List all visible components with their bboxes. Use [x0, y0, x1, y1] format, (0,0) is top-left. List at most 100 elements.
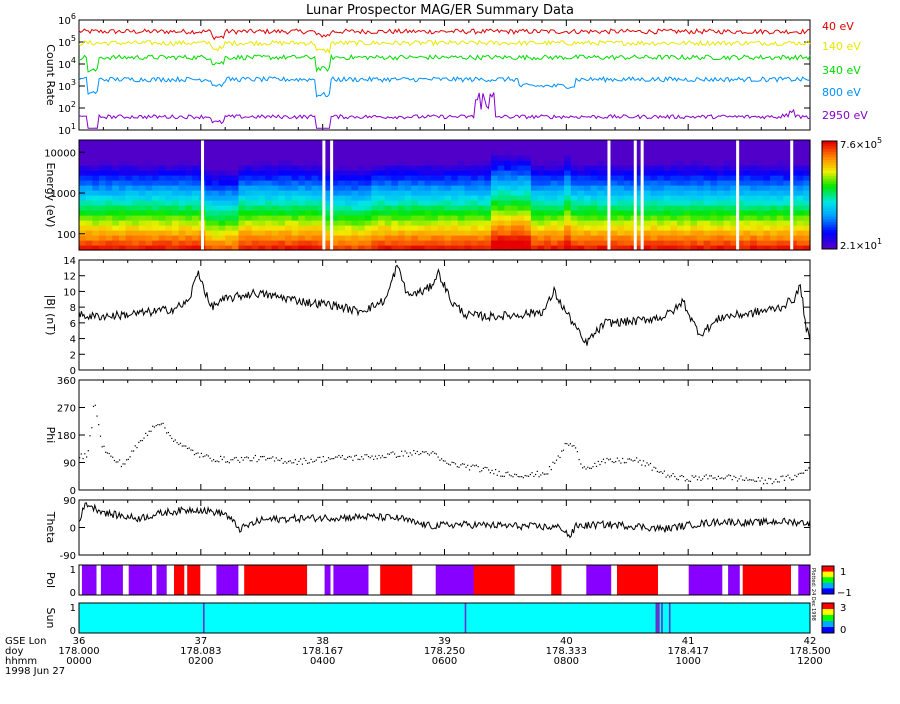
spectrogram-cell — [271, 185, 279, 191]
spectrogram-cell — [790, 180, 798, 186]
spectrogram-cell — [683, 140, 691, 146]
spectrogram-cell — [298, 185, 306, 191]
spectrogram-cell — [378, 220, 386, 226]
spectrogram-cell — [677, 245, 685, 251]
spectrogram-cell — [610, 175, 618, 181]
spectrogram-cell — [105, 200, 113, 206]
footer-value: 178.250 — [424, 646, 465, 657]
spectrogram-cell — [537, 155, 545, 161]
spectrogram-cell — [550, 145, 559, 151]
spectrogram-cell — [391, 145, 399, 151]
data-point — [120, 465, 122, 468]
spectrogram-cell — [165, 205, 173, 211]
spectrogram-cell — [205, 210, 213, 216]
spectrogram-cell — [537, 210, 545, 216]
spectrogram-cell — [723, 155, 731, 161]
spectrogram-cell — [132, 230, 140, 236]
spectrogram-cell — [411, 170, 419, 176]
spectrogram-cell — [138, 165, 147, 171]
spectrogram-cell — [643, 245, 652, 251]
data-point — [521, 476, 523, 478]
spectrogram-cell — [258, 220, 266, 226]
spectrogram-cell — [491, 230, 499, 236]
spectrogram-cell — [417, 215, 426, 221]
data-point — [89, 435, 91, 437]
spectrogram-cell — [79, 145, 87, 151]
spectrogram-cell — [411, 225, 419, 231]
spectrogram-cell — [384, 140, 392, 146]
data-point — [482, 467, 484, 469]
data-point — [663, 470, 665, 472]
spectrogram-cell — [331, 215, 339, 221]
spectrogram-cell — [225, 190, 233, 196]
spectrogram-cell — [716, 185, 725, 191]
spectrogram-cell — [424, 245, 432, 251]
spectrogram-cell — [597, 235, 605, 241]
spectrogram-cell — [437, 215, 446, 221]
spectrogram-cell — [371, 230, 379, 236]
spectrogram-cell — [278, 145, 286, 151]
spectrogram-cell — [424, 140, 432, 146]
spectrogram-cell — [112, 200, 120, 206]
sun-frame — [78, 602, 811, 634]
spectrogram-cell — [457, 145, 466, 151]
spectrogram-cell — [477, 185, 485, 191]
spectrogram-cell — [730, 170, 738, 176]
spectrogram-cell — [477, 210, 485, 216]
spectrogram-cell — [677, 205, 685, 211]
spectrogram-cell — [510, 235, 519, 241]
spectrogram-cell — [98, 240, 107, 246]
spectrogram-cell — [298, 220, 306, 226]
spectrogram-cell — [457, 175, 466, 181]
spectrogram-cell — [417, 150, 426, 156]
spectrogram-cell — [98, 220, 107, 226]
data-point — [463, 463, 465, 465]
data-point — [293, 462, 295, 464]
spectrogram-cell — [776, 165, 785, 171]
spectrogram-cell — [497, 235, 505, 241]
spectrogram-cell — [344, 170, 353, 176]
spectrogram-cell — [510, 230, 519, 236]
colorbar-cell — [822, 224, 837, 228]
spectrogram-cell — [311, 200, 319, 206]
data-point — [150, 430, 152, 432]
data-point — [742, 479, 744, 481]
spectrogram-cell — [378, 160, 386, 166]
spectrogram-cell — [165, 200, 173, 206]
spectrogram-cell — [404, 155, 412, 161]
spectrogram-cell — [491, 240, 499, 246]
spectrogram-cell — [145, 175, 153, 181]
data-gap — [633, 140, 637, 250]
spectrogram-cell — [245, 180, 253, 186]
spectrogram-cell — [657, 165, 665, 171]
data-point — [185, 445, 187, 447]
spectrogram-cell — [770, 215, 778, 221]
spectrogram-cell — [258, 165, 266, 171]
data-point — [119, 459, 121, 461]
spectrogram-cell — [657, 190, 665, 196]
count-rate-frame — [78, 19, 811, 131]
data-point — [515, 474, 518, 476]
spectrogram-cell — [464, 215, 472, 221]
spectrogram-cell — [504, 155, 512, 161]
spectrogram-cell — [657, 175, 665, 181]
spectrogram-cell — [544, 230, 552, 236]
spectrogram-cell — [703, 205, 711, 211]
spectrogram-cell — [570, 245, 579, 251]
data-point — [308, 462, 310, 464]
data-point — [305, 459, 307, 462]
spectrogram-cell — [697, 225, 705, 231]
data-point — [656, 470, 658, 473]
colorbar-cell — [822, 168, 837, 172]
data-point — [729, 475, 732, 477]
spectrogram-cell — [530, 145, 539, 151]
colorbar-cell — [822, 178, 837, 182]
spectrogram-cell — [584, 205, 592, 211]
spectrogram-cell — [85, 145, 93, 151]
data-point — [326, 460, 328, 462]
spectrogram-cell — [225, 225, 233, 231]
spectrogram-cell — [803, 205, 811, 211]
spectrogram-cell — [218, 170, 226, 176]
spectrogram-cell — [85, 180, 93, 186]
